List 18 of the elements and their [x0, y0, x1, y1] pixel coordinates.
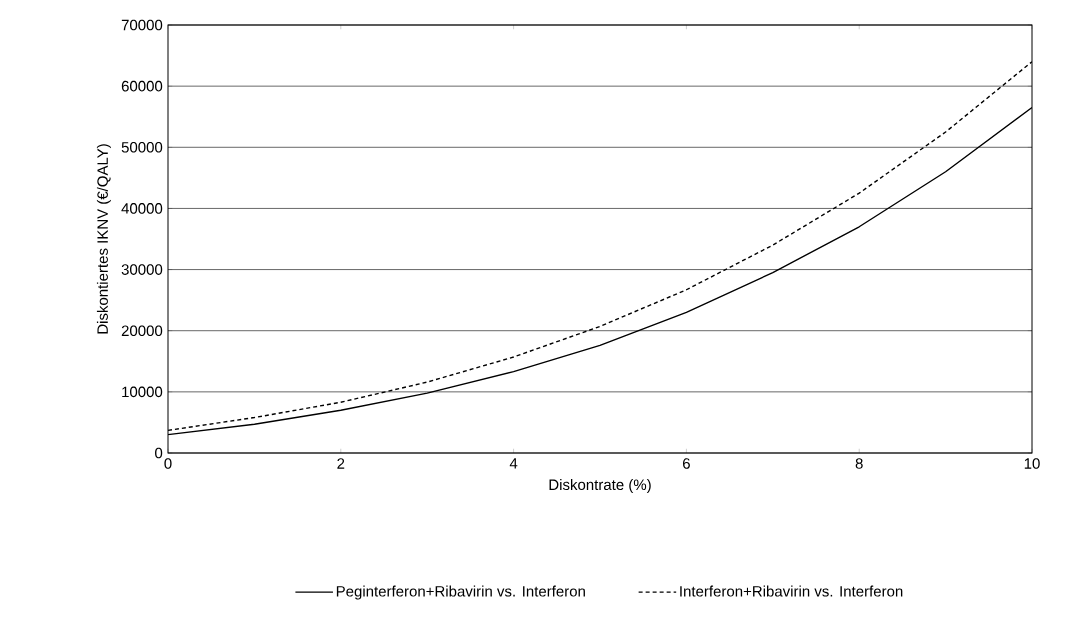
- legend-label: Interferon+Ribavirin vs. Interferon: [680, 585, 903, 597]
- x-tick-label: 6: [683, 458, 690, 469]
- x-tick-label: 10: [1024, 458, 1040, 469]
- legend-label: Peginterferon+Ribavirin vs. Interferon: [336, 585, 585, 600]
- x-axis-title: Diskontrate (%): [549, 479, 651, 493]
- y-tick-label: 30000: [121, 264, 163, 275]
- y-tick-label: 40000: [121, 203, 163, 214]
- y-tick-label: 10000: [122, 386, 163, 398]
- y-tick-label: 70000: [121, 19, 163, 31]
- y-axis-title: Diskontiertes IKNV (€/QALY): [96, 144, 111, 334]
- y-tick-label: 60000: [121, 80, 163, 92]
- y-tick-label: 20000: [121, 325, 163, 337]
- x-tick-label: 0: [164, 458, 172, 469]
- y-tick-label: 0: [155, 447, 163, 459]
- y-tick-label: 50000: [121, 141, 163, 153]
- x-tick-label: 4: [509, 458, 518, 469]
- x-tick-label: 2: [337, 458, 345, 469]
- x-tick-label: 8: [855, 458, 863, 469]
